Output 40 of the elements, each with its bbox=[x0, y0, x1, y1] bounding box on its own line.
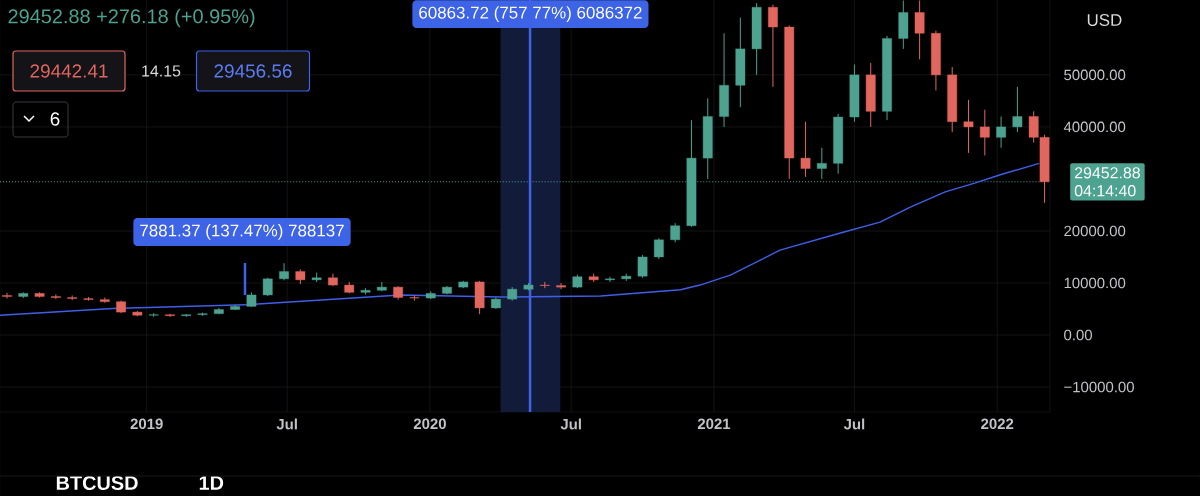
candlestick bbox=[51, 293, 61, 300]
x-tick-label: Jul bbox=[560, 418, 581, 430]
x-tick-label: 2022 bbox=[981, 418, 1014, 430]
annotation: 29442.41 bbox=[30, 64, 108, 78]
text: 1D bbox=[199, 476, 224, 490]
annotation: 6 bbox=[50, 112, 60, 126]
band-label: 60863.72 (757.77%) 6086372 bbox=[419, 6, 642, 22]
candlestick bbox=[963, 99, 974, 154]
ref-line-label: 29452.88 bbox=[1074, 167, 1140, 179]
x-tick-label: 2020 bbox=[413, 418, 446, 430]
candlestick bbox=[2, 292, 12, 300]
y-tick-label: 40000.00 bbox=[1063, 121, 1126, 133]
text: 04:14:40 bbox=[1074, 185, 1136, 197]
x-tick-label: 2021 bbox=[697, 418, 731, 430]
annotation: 29456.56 bbox=[214, 64, 292, 78]
annotation: 29452.88 +276.18 (+0.95%) bbox=[8, 8, 255, 28]
y-tick-label: 0.00 bbox=[1064, 329, 1092, 341]
candlestick bbox=[279, 262, 289, 281]
candlestick bbox=[816, 147, 827, 180]
x-tick-label: Jul bbox=[843, 418, 865, 430]
candlestick bbox=[1012, 86, 1023, 133]
candlestick bbox=[556, 282, 566, 290]
annotation: 14.15 bbox=[142, 65, 181, 77]
candlestick bbox=[800, 121, 811, 178]
y-tick-label: 20000.00 bbox=[1064, 225, 1126, 237]
text: BTCUSD bbox=[56, 475, 138, 491]
annotation: 7881.37 (137.47%) 788137 bbox=[140, 224, 344, 240]
y-tick-label: 10000.00 bbox=[1064, 277, 1126, 289]
y-tick-label: 50000.00 bbox=[1064, 69, 1126, 81]
candlestick bbox=[637, 254, 648, 279]
candlestick bbox=[996, 116, 1006, 149]
candlestick bbox=[768, 4, 778, 88]
text: USD bbox=[1087, 13, 1122, 26]
y-tick-label: −10000.00 bbox=[1064, 381, 1134, 393]
x-tick-label: Jul bbox=[276, 418, 297, 430]
x-tick-label: 2019 bbox=[130, 418, 163, 430]
candlestick bbox=[979, 109, 990, 157]
candlestick bbox=[914, 0, 925, 60]
candlestick bbox=[670, 222, 681, 243]
candlestick bbox=[654, 237, 664, 260]
